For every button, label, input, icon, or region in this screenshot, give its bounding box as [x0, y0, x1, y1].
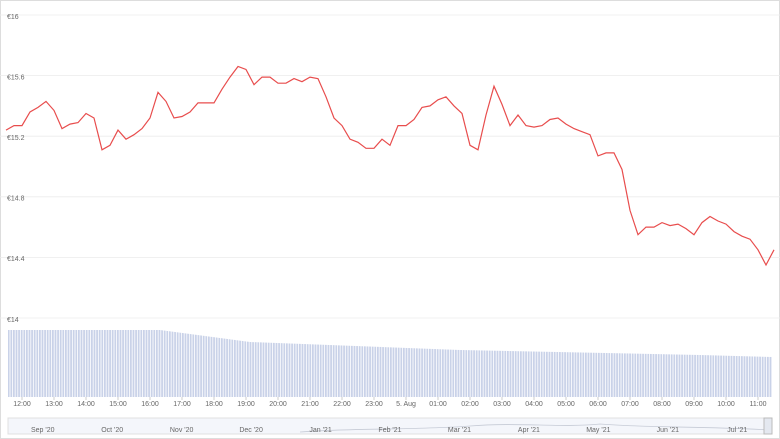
navigator-label: Dec '20 [239, 427, 263, 434]
navigator-label: Jul '21 [727, 427, 747, 434]
y-tick-label: €14.4 [7, 256, 25, 263]
y-tick-label: €14 [7, 317, 19, 324]
y-tick-label: €14.8 [7, 196, 25, 203]
x-tick-label: 21:00 [301, 401, 319, 408]
x-tick-label: 09:00 [685, 401, 703, 408]
x-tick-label: 10:00 [717, 401, 735, 408]
x-tick-label: 19:00 [237, 401, 255, 408]
y-tick-label: €16 [7, 14, 19, 21]
x-tick-label: 07:00 [621, 401, 639, 408]
x-tick-label: 22:00 [333, 401, 351, 408]
x-tick-label: 11:00 [750, 401, 767, 408]
y-tick-label: €15.2 [7, 135, 25, 142]
x-tick-label: 16:00 [141, 401, 159, 408]
x-tick-label: 03:00 [493, 401, 511, 408]
x-tick-label: 20:00 [269, 401, 287, 408]
navigator-label: Apr '21 [518, 427, 540, 434]
x-tick-label: 08:00 [653, 401, 671, 408]
x-tick-label: 14:00 [77, 401, 95, 408]
x-tick-label: 01:00 [429, 401, 447, 408]
price-line [5, 65, 775, 267]
x-tick-label: 12:00 [13, 401, 31, 408]
volume-bars [8, 330, 772, 397]
navigator-label: May '21 [586, 427, 610, 434]
x-tick-label: 17:00 [173, 401, 191, 408]
navigator-label: Sep '20 [31, 427, 55, 434]
navigator-label: Feb '21 [378, 427, 401, 434]
navigator-handle[interactable] [763, 417, 773, 435]
navigator-line [299, 423, 771, 433]
x-tick-label: 06:00 [589, 401, 607, 408]
x-tick-label: 13:00 [45, 401, 63, 408]
x-tick-label: 5. Aug [396, 401, 416, 408]
navigator-label: Jun '21 [657, 427, 679, 434]
navigator-label: Mar '21 [448, 427, 471, 434]
x-tick-label: 05:00 [557, 401, 575, 408]
navigator-label: Jan '21 [309, 427, 331, 434]
x-tick-label: 18:00 [205, 401, 223, 408]
navigator-label: Nov '20 [170, 427, 194, 434]
navigator-label: Oct '20 [101, 427, 123, 434]
x-tick-label: 02:00 [461, 401, 479, 408]
x-tick-label: 23:00 [365, 401, 383, 408]
x-tick-label: 04:00 [525, 401, 543, 408]
y-tick-label: €15.6 [7, 74, 25, 81]
x-tick-label: 15:00 [109, 401, 127, 408]
